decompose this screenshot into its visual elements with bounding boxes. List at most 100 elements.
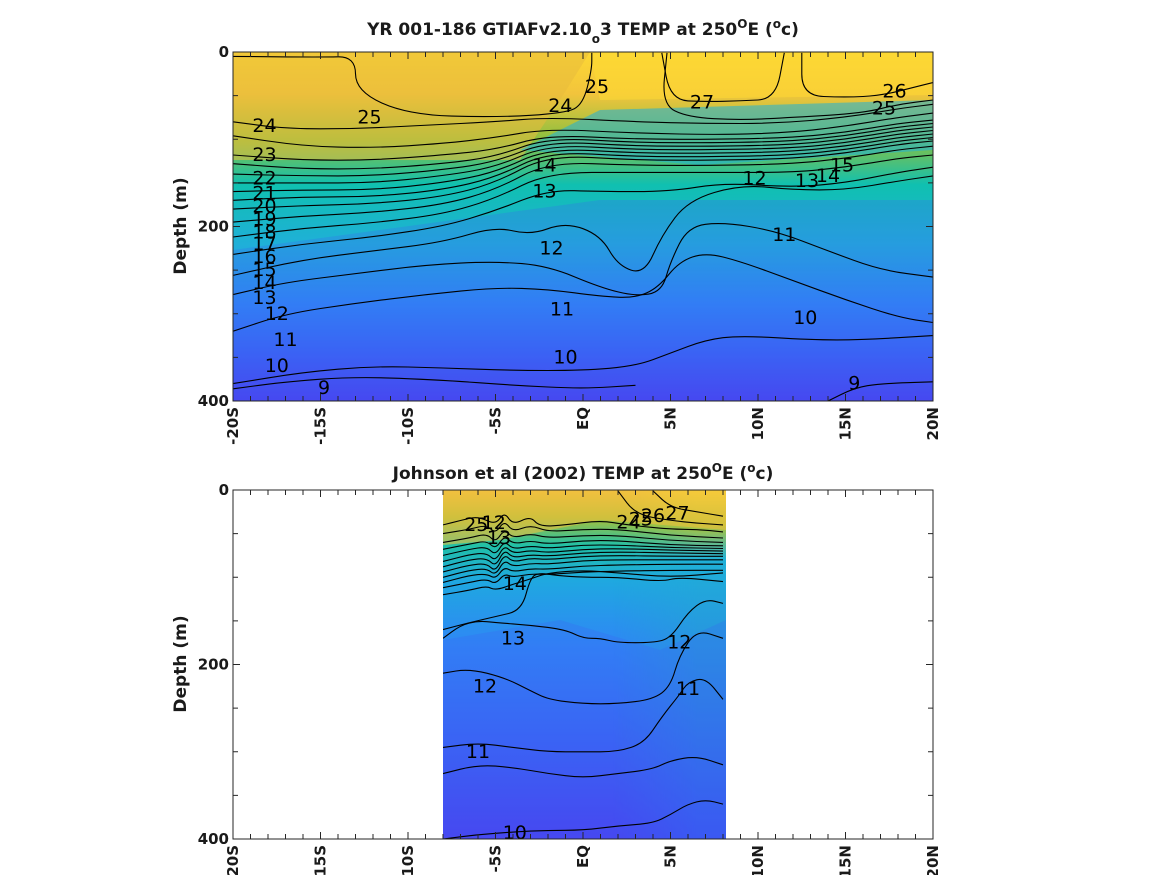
contour-label-1: 12 xyxy=(482,512,506,534)
contour-line-10-19 xyxy=(443,800,724,839)
contour-label-7: 18 xyxy=(252,222,276,244)
contour-line-12-16 xyxy=(443,632,724,705)
contour-label-13: 10 xyxy=(503,822,527,844)
contour-line-unlabeled-14 xyxy=(443,573,724,631)
contour-label-13: 12 xyxy=(265,303,289,325)
top-panel: YR 001-186 GTIAFv2.10o3 TEMP at 250OE (o… xyxy=(171,17,942,445)
contour-label-11: 14 xyxy=(252,272,276,294)
contour-label-28: 11 xyxy=(772,224,796,246)
bottom-contours xyxy=(443,490,724,839)
x-tick-label-1: -15S xyxy=(312,845,330,875)
y-tick-label-0: 0 xyxy=(219,43,229,61)
contour-line-16-11 xyxy=(443,563,723,584)
top-y-axis: 0 200 400 xyxy=(198,43,933,410)
contour-label-5: 24 xyxy=(616,511,640,533)
contour-label-26: 14 xyxy=(816,165,840,187)
contour-line-26-1 xyxy=(801,52,933,98)
top-heatmap: 24 25232221201918171615141312111092527262… xyxy=(233,52,933,401)
bottom-y-label: Depth (m) xyxy=(171,615,191,712)
contour-label-10: 15 xyxy=(252,259,276,281)
contour-line-21-6 xyxy=(443,542,724,556)
contour-label-9: 12 xyxy=(667,632,691,654)
x-tick-label-5: 5N xyxy=(662,845,680,868)
contour-line-27-0 xyxy=(661,52,785,102)
contour-label-16: 9 xyxy=(318,377,330,399)
x-tick-label-4: EQ xyxy=(574,407,592,430)
contour-label-8: 17 xyxy=(252,233,276,255)
contour-line-17-10 xyxy=(443,559,723,578)
x-tick-label-0: -20S xyxy=(224,845,242,875)
contour-label-2: 13 xyxy=(487,527,511,549)
contour-label-6: 26 xyxy=(641,505,665,527)
contour-line-unlabeled-21 xyxy=(827,381,933,401)
contour-line-9-19 xyxy=(233,335,933,385)
bottom-title: Johnson et al (2002) TEMP at 250OE (oc) xyxy=(392,461,774,484)
contour-label-31: 10 xyxy=(553,346,577,368)
contour-line-11-17 xyxy=(443,678,724,753)
x-tick-label-0: -20S xyxy=(224,407,242,445)
top-contours xyxy=(233,52,933,401)
contour-label-3: 22 xyxy=(252,168,276,190)
contour-label-19: 26 xyxy=(882,80,906,102)
contour-label-30: 11 xyxy=(550,298,574,320)
contour-line-20-8 xyxy=(233,126,933,177)
contour-label-2: 23 xyxy=(252,144,276,166)
x-tick-label-4: EQ xyxy=(574,845,592,868)
bottom-panel: Johnson et al (2002) TEMP at 250OE (oc) … xyxy=(171,461,942,875)
contour-line-17-11 xyxy=(233,136,933,201)
contour-line-14-13 xyxy=(443,570,724,596)
x-tick-label-7: 15N xyxy=(837,845,855,875)
contour-line-10-18 xyxy=(233,254,933,332)
y-tick-label-1: 200 xyxy=(198,218,229,236)
contour-line-23-4 xyxy=(443,531,724,543)
contour-label-3: 14 xyxy=(503,573,527,595)
contour-label-23: 13 xyxy=(532,181,556,203)
contour-label-33: 9 xyxy=(848,373,860,395)
contour-label-12: 13 xyxy=(252,287,276,309)
x-tick-label-2: -10S xyxy=(399,407,417,445)
contour-line-27-0 xyxy=(652,490,724,517)
x-tick-label-6: 10N xyxy=(749,407,767,440)
contour-label-15: 10 xyxy=(265,355,289,377)
contour-label-0: 24 xyxy=(252,115,276,137)
contour-label-7: 27 xyxy=(665,503,689,525)
y-tick-label-0: 0 xyxy=(219,481,229,499)
x-tick-label-6: 10N xyxy=(749,845,767,875)
contour-line-20-7 xyxy=(443,547,724,563)
y-tick-label-2: 400 xyxy=(198,830,229,848)
contour-line-19-8 xyxy=(443,551,724,568)
contour-line-16-12 xyxy=(233,140,933,210)
contour-line-18-10 xyxy=(233,133,933,193)
contour-label-27: 15 xyxy=(830,154,854,176)
bottom-x-axis: -20S -15S -10S -5S EQ 5N 10N 15N 20N xyxy=(224,490,942,875)
contour-line-22-5 xyxy=(443,537,724,550)
y-tick-label-1: 200 xyxy=(198,656,229,674)
contour-label-32: 10 xyxy=(793,307,817,329)
contour-line-21-7 xyxy=(233,122,933,170)
top-x-axis: -20S -15S -10S -5S EQ 5N 10N 15N 20N xyxy=(224,52,942,445)
contour-label-14: 11 xyxy=(273,329,297,351)
contour-label-4: 21 xyxy=(252,182,276,204)
x-tick-label-3: -5S xyxy=(487,407,505,434)
contour-line-14-14 xyxy=(233,154,933,238)
contour-line-11-17 xyxy=(233,223,933,296)
contour-label-10: 12 xyxy=(473,675,497,697)
y-tick-label-2: 400 xyxy=(198,392,229,410)
x-tick-label-3: -5S xyxy=(487,845,505,872)
contour-label-17: 25 xyxy=(585,76,609,98)
contour-line-18-9 xyxy=(443,555,723,573)
top-title: YR 001-186 GTIAFv2.10o3 TEMP at 250OE (o… xyxy=(366,17,799,46)
contour-line-26-1 xyxy=(617,490,724,526)
x-tick-label-8: 20N xyxy=(924,407,942,440)
contour-label-29: 12 xyxy=(539,237,563,259)
contour-line-25-2 xyxy=(233,52,593,118)
contour-label-1: 25 xyxy=(357,106,381,128)
contour-line-23-5 xyxy=(233,112,933,148)
contour-label-11: 11 xyxy=(676,678,700,700)
contour-line-13-15 xyxy=(233,166,933,255)
contour-label-9: 16 xyxy=(252,246,276,268)
contour-line-15-13 xyxy=(233,145,933,223)
x-tick-label-1: -15S xyxy=(312,407,330,445)
contour-line-22-6 xyxy=(233,119,933,161)
